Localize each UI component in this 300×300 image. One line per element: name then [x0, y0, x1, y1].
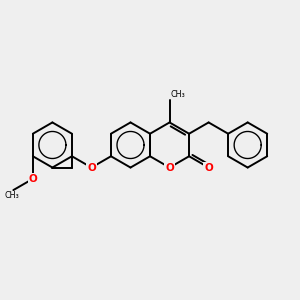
Text: CH₃: CH₃ [5, 191, 20, 200]
Text: O: O [204, 163, 213, 172]
Text: O: O [165, 163, 174, 172]
Text: CH₃: CH₃ [170, 90, 185, 99]
Text: O: O [28, 174, 37, 184]
Text: O: O [87, 163, 96, 172]
